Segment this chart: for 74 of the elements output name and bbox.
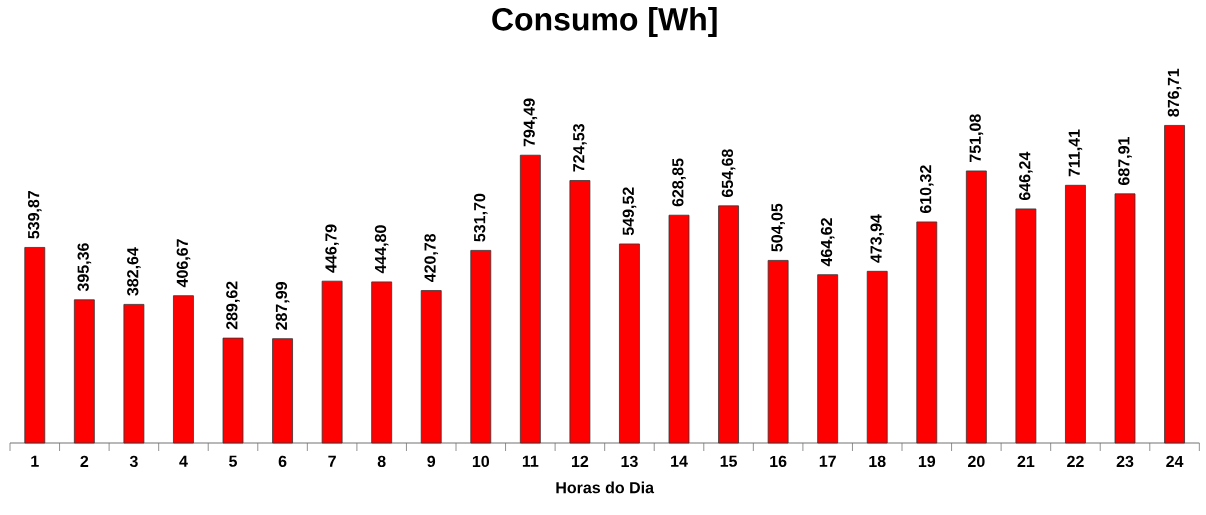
x-tick-label: 9 (427, 455, 436, 468)
x-tick-label: 22 (1067, 455, 1084, 467)
x-tick-label: 19 (918, 455, 936, 468)
x-tick-label: 8 (377, 455, 386, 468)
bar (420, 290, 442, 444)
bar (569, 180, 591, 444)
bar (1015, 208, 1037, 444)
bar (1065, 184, 1086, 444)
data-label: 382,64 (127, 247, 141, 296)
bar (519, 154, 541, 444)
x-axis-title: Horas do Dia (556, 481, 655, 494)
x-tick-label: 18 (869, 455, 886, 468)
bar (73, 299, 95, 444)
bar (916, 221, 938, 444)
x-tick-label: 23 (1116, 455, 1134, 468)
x-tick-label: 6 (278, 455, 287, 468)
data-label: 406,67 (176, 239, 191, 288)
bar (371, 281, 393, 444)
data-label: 687,91 (1118, 137, 1132, 185)
bar (1164, 125, 1185, 444)
bar (123, 304, 145, 444)
x-tick-label: 7 (328, 455, 336, 467)
x-tick-label: 13 (621, 455, 638, 468)
x-tick-label: 5 (229, 455, 237, 467)
data-label: 420,78 (424, 233, 439, 283)
x-tick-label: 24 (1166, 455, 1184, 467)
bar (817, 274, 839, 444)
bar (272, 338, 293, 444)
data-label: 724,53 (573, 123, 587, 172)
bar (866, 270, 888, 444)
data-label: 395,36 (77, 243, 92, 292)
x-tick-label: 15 (720, 455, 738, 467)
x-tick-label: 2 (80, 455, 89, 467)
x-tick-label: 12 (572, 455, 589, 467)
bar (1114, 193, 1136, 444)
bar (767, 260, 789, 444)
data-label: 646,24 (1019, 151, 1033, 201)
x-tick-label: 3 (129, 455, 138, 468)
data-label: 444,80 (374, 225, 389, 274)
data-label: 287,99 (275, 282, 290, 330)
x-tick-label: 11 (522, 455, 539, 467)
bar (718, 205, 739, 444)
data-label: 504,05 (771, 203, 785, 252)
bar (619, 243, 640, 444)
bar (321, 280, 343, 444)
x-tick-label: 20 (968, 455, 985, 468)
data-label: 711,41 (1068, 129, 1083, 177)
x-tick-label: 1 (31, 455, 39, 467)
data-label: 654,68 (721, 149, 736, 198)
data-label: 751,08 (969, 114, 984, 162)
data-label: 531,70 (473, 193, 488, 242)
data-label: 549,52 (622, 187, 637, 236)
data-label: 794,49 (523, 98, 538, 147)
bar (965, 170, 987, 444)
data-label: 539,87 (27, 190, 42, 239)
x-tick-label: 4 (179, 455, 188, 467)
bar (668, 214, 690, 444)
data-label: 446,79 (325, 224, 339, 273)
bar (222, 337, 244, 444)
data-label: 876,71 (1167, 68, 1182, 117)
data-label: 610,32 (919, 165, 934, 214)
x-tick-label: 17 (819, 455, 836, 467)
x-tick-label: 16 (770, 455, 787, 468)
data-label: 628,85 (672, 158, 686, 207)
chart-title: Consumo [Wh] (492, 7, 717, 37)
x-tick-label: 21 (1017, 455, 1035, 467)
data-label: 473,94 (870, 214, 885, 263)
x-tick-label: 10 (472, 455, 490, 468)
bar (24, 247, 46, 444)
data-label: 289,62 (226, 281, 240, 330)
bar (470, 250, 492, 444)
bar (173, 295, 194, 444)
data-label: 464,62 (820, 218, 835, 267)
x-tick-label: 14 (671, 455, 688, 467)
